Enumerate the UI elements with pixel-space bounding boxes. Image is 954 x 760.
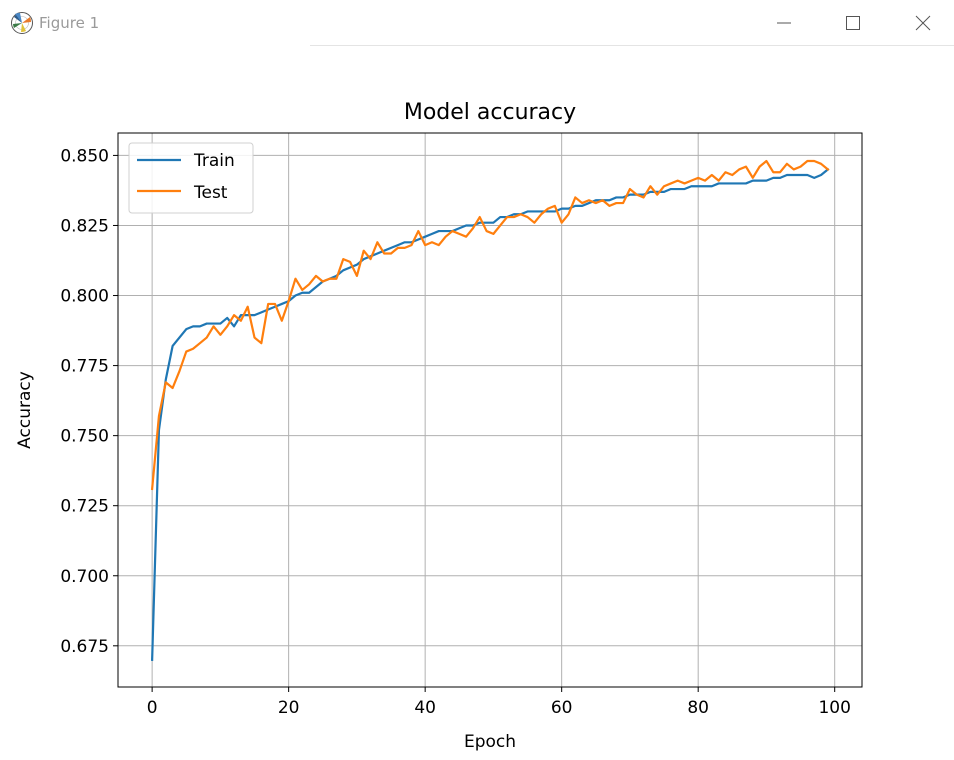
x-tick-label: 20 — [278, 698, 300, 718]
y-tick-label: 0.675 — [60, 637, 109, 657]
maximize-icon — [846, 16, 860, 30]
plot-area-frame — [117, 132, 863, 688]
x-tick-label: 0 — [147, 698, 158, 718]
series-lines — [150, 159, 830, 661]
y-tick-label: 0.725 — [60, 497, 109, 517]
window-titlebar: Figure 1 — [0, 0, 954, 46]
legend-test-label: Test — [193, 183, 228, 203]
close-icon — [915, 15, 931, 31]
x-axis-label: Epoch — [464, 732, 516, 752]
y-axis: 0.675 0.700 0.725 0.750 0.775 0.800 0.825 0.850 — [60, 146, 118, 657]
minimize-icon — [777, 22, 791, 24]
x-tick-label: 100 — [818, 698, 850, 718]
minimize-button[interactable] — [761, 0, 807, 46]
y-axis-label: Accuracy — [15, 371, 35, 449]
y-tick-label: 0.825 — [60, 216, 109, 236]
window-title: Figure 1 — [39, 14, 100, 32]
x-tick-label: 60 — [551, 698, 573, 718]
x-axis: 0 20 40 60 80 100 — [147, 687, 851, 718]
series-line-test — [150, 159, 830, 491]
y-tick-label: 0.775 — [60, 357, 109, 377]
grid-lines — [118, 133, 862, 687]
y-tick-label: 0.850 — [60, 146, 109, 166]
legend: Train Test — [128, 142, 254, 214]
matplotlib-logo-icon — [11, 12, 33, 34]
x-tick-label: 80 — [687, 698, 709, 718]
accuracy-chart: 0 20 40 60 80 100 0.6750.7000.7250.7500.7750.… — [15, 100, 863, 752]
y-tick-label: 0.750 — [60, 427, 109, 447]
legend-train-label: Train — [193, 151, 235, 171]
titlebar-divider — [310, 45, 954, 46]
maximize-button[interactable] — [830, 0, 876, 46]
close-button[interactable] — [900, 0, 946, 46]
chart-title: Model accuracy — [404, 100, 576, 125]
series-line-train — [150, 167, 830, 661]
x-tick-label: 40 — [414, 698, 436, 718]
y-tick-label: 0.800 — [60, 287, 109, 307]
y-tick-label: 0.700 — [60, 567, 109, 587]
